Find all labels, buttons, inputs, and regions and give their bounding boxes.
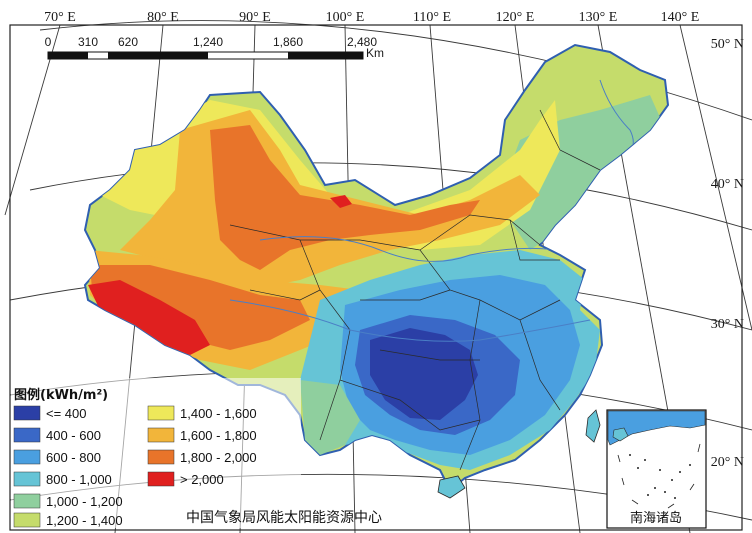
legend-label-1: 400 - 600 [46,428,101,443]
inset-label: 南海诸岛 [630,510,682,526]
lat-label-20: 20° N [711,455,744,470]
lon-label-130: 130° E [579,10,618,25]
scale-tick-1860: 1,860 [273,35,303,49]
lon-label-140: 140° E [661,10,700,25]
zone-over-2000-tibet [88,280,210,355]
china-landmass [83,43,670,492]
legend-swatch-7 [147,427,175,443]
legend-label-0: <= 400 [46,406,87,421]
zone-over-2000-north [330,195,352,208]
legend-label-8: 1,800 - 2,000 [180,450,257,465]
zone-1800-2000-tibet [90,265,310,350]
legend-swatch-1 [13,427,41,443]
legend-label-5: 1,200 - 1,400 [46,513,123,528]
legend-label-4: 1,000 - 1,200 [46,494,123,509]
lat-label-30: 30° N [711,317,744,332]
lon-label-90: 90° E [239,10,271,25]
scale-bar: 0 310 620 1,240 1,860 2,480 Km [45,35,384,60]
legend-label-2: 600 - 800 [46,450,101,465]
lon-label-70: 70° E [44,10,76,25]
legend: 图例(kWh/m²) <= 400 400 - 600 600 - 800 80… [11,378,301,528]
taiwan-island [585,409,601,443]
lat-label-50: 50° N [711,37,744,52]
province-borders [229,109,601,471]
lat-label-40: 40° N [711,177,744,192]
latitude-labels: 50° N 40° N 30° N 20° N [711,37,744,470]
inset-hainan [612,427,629,442]
legend-swatch-6 [147,405,175,421]
scale-bar-seg-2 [108,52,128,59]
scale-bar-seg-4 [288,52,363,59]
scale-bar-seg-1 [48,52,88,59]
legend-label-6: 1,400 - 1,600 [180,406,257,421]
inset-coastline [607,410,706,446]
lon-label-110: 110° E [413,10,451,25]
legend-label-7: 1,600 - 1,800 [180,428,257,443]
scale-tick-1240: 1,240 [193,35,223,49]
map-frame [9,24,743,531]
legend-swatch-8 [147,449,175,465]
zone-1000-1200-yunnan [300,380,360,455]
legend-swatch-4 [13,493,41,509]
legend-swatch-9 [147,471,175,487]
lon-label-120: 120° E [496,10,535,25]
scale-tick-620: 620 [118,35,138,49]
zone-under-400 [370,328,478,420]
legend-swatch-5 [13,512,41,528]
legend-title: 图例(kWh/m²) [14,387,108,403]
scale-bar-seg-3 [128,52,208,59]
longitude-labels: 70° E 80° E 90° E 100° E 110° E 120° E 1… [44,10,699,25]
scale-tick-310: 310 [78,35,98,49]
scale-unit: Km [366,46,384,60]
inset-boundary-dashes [617,443,701,509]
legend-swatch-2 [13,449,41,465]
south-china-sea-inset: 南海诸岛 [606,409,707,529]
zone-1800-2000 [210,125,480,270]
legend-label-9: > 2,000 [180,472,224,487]
lon-label-80: 80° E [147,10,179,25]
legend-label-3: 800 - 1,000 [46,472,112,487]
scale-tick-2480: 2,480 [347,35,377,49]
legend-swatch-0 [13,405,41,421]
inset-islands [629,454,691,499]
credit-text: 中国气象局风能太阳能资源中心 [186,510,382,526]
legend-swatch-3 [13,471,41,487]
hainan-island [437,475,466,499]
scale-tick-0: 0 [45,35,52,49]
lon-label-100: 100° E [326,10,365,25]
